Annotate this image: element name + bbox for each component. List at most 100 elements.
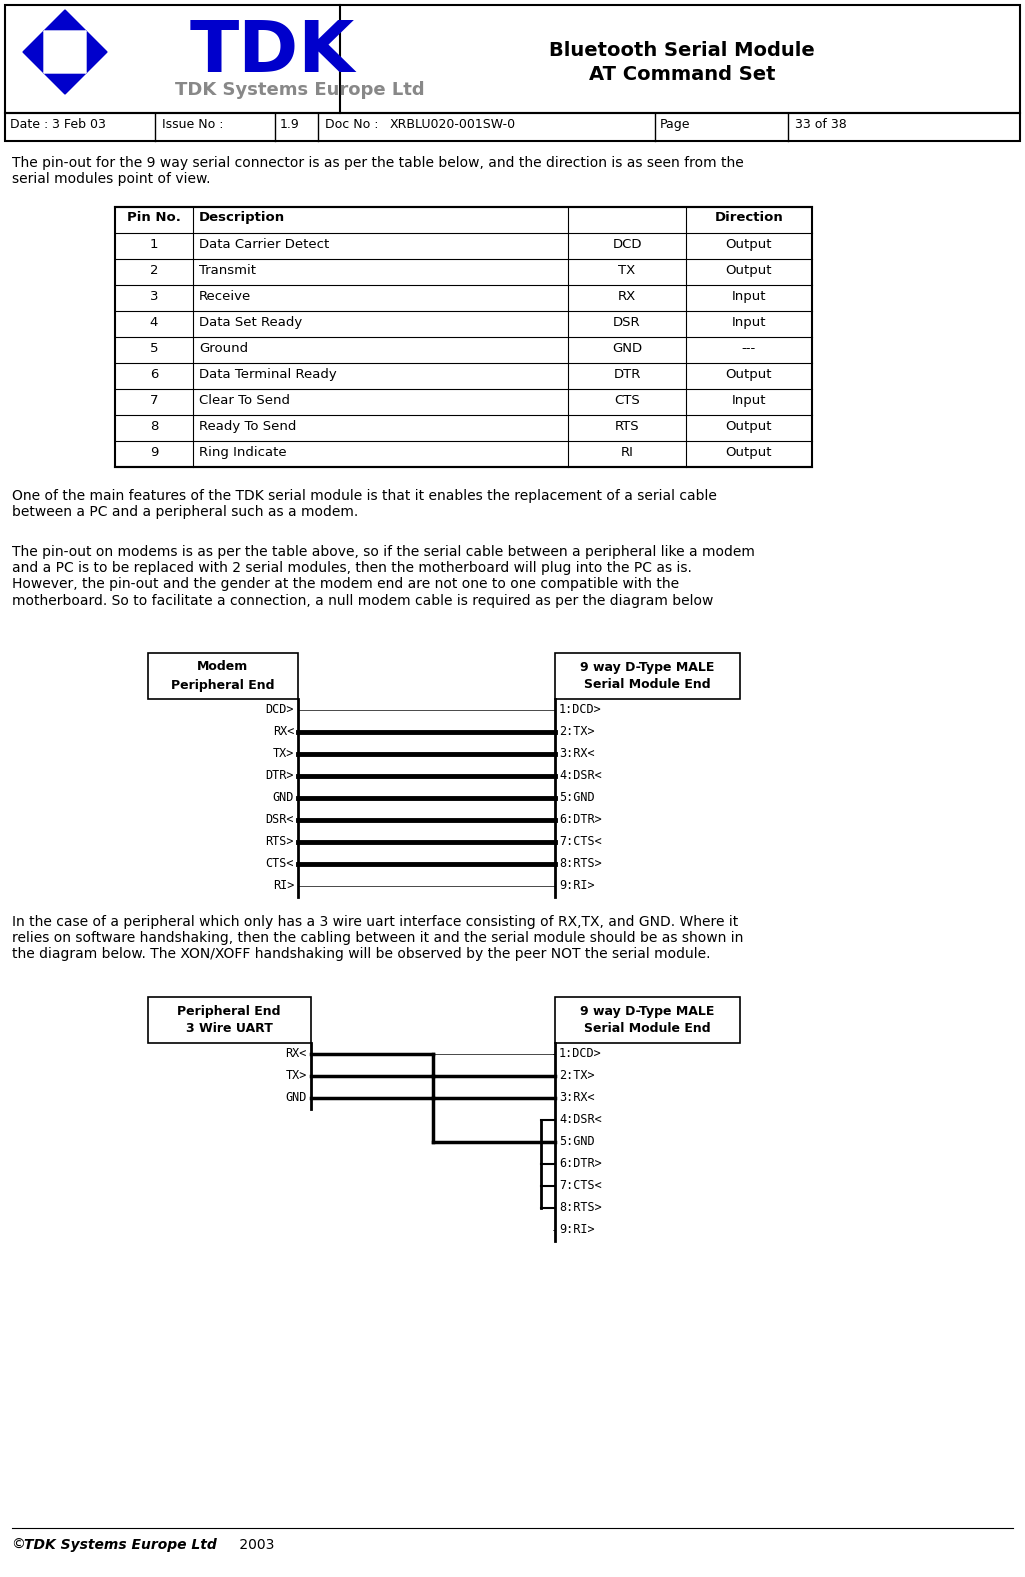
Text: Receive: Receive [199,290,251,303]
Text: 3 Feb 03: 3 Feb 03 [52,118,106,131]
Text: Bluetooth Serial Module: Bluetooth Serial Module [549,41,815,60]
Bar [148,997,311,1042]
Text: Doc No :: Doc No : [325,118,378,131]
Polygon shape [44,52,86,73]
Bar [5,114,1020,140]
Text: TX>: TX> [273,747,294,760]
Text: 7: 7 [150,394,158,407]
Text: 6: 6 [150,367,158,382]
Text: 6:DTR>: 6:DTR> [559,1158,602,1170]
Text: RX<: RX< [286,1047,308,1060]
Text: Output: Output [726,446,772,459]
Text: ©: © [12,1538,31,1552]
Text: 9:RI>: 9:RI> [559,878,594,893]
Text: XRBLU020-001SW-0: XRBLU020-001SW-0 [390,118,517,131]
Text: Data Set Ready: Data Set Ready [199,315,302,330]
Polygon shape [65,32,86,73]
Text: ---: --- [742,342,756,355]
Text: Transmit: Transmit [199,263,256,278]
Text: Description: Description [199,211,285,224]
Text: CTS<: CTS< [265,856,294,871]
Text: GND: GND [273,792,294,804]
Text: Issue No :: Issue No : [162,118,223,131]
Bar [5,5,1020,114]
Text: 5:GND: 5:GND [559,1135,594,1148]
Text: 7:CTS<: 7:CTS< [559,834,602,848]
Text: 9 way D-Type MALE
Serial Module End: 9 way D-Type MALE Serial Module End [580,1005,714,1036]
Text: DCD: DCD [612,238,642,251]
Text: 3:RX<: 3:RX< [559,747,594,760]
Text: The pin-out for the 9 way serial connector is as per the table below, and the di: The pin-out for the 9 way serial connect… [12,156,744,186]
Text: CTS: CTS [614,394,640,407]
Text: RI>: RI> [273,878,294,893]
Text: One of the main features of the TDK serial module is that it enables the replace: One of the main features of the TDK seri… [12,489,716,519]
Text: TDK: TDK [190,17,356,87]
Text: RTS>: RTS> [265,834,294,848]
Text: 2: 2 [150,263,158,278]
Text: Ring Indicate: Ring Indicate [199,446,287,459]
Text: Output: Output [726,263,772,278]
Text: 8:RTS>: 8:RTS> [559,1202,602,1214]
Text: 9: 9 [150,446,158,459]
Text: 1.9: 1.9 [280,118,299,131]
Text: Date :: Date : [10,118,48,131]
Text: 4: 4 [150,315,158,330]
Text: Ground: Ground [199,342,248,355]
Text: Output: Output [726,419,772,434]
Text: 9 way D-Type MALE
Serial Module End: 9 way D-Type MALE Serial Module End [580,661,714,691]
Text: 3:RX<: 3:RX< [559,1091,594,1104]
Text: 2:TX>: 2:TX> [559,1069,594,1082]
Text: TX: TX [618,263,636,278]
Text: RX<: RX< [273,725,294,738]
Text: Clear To Send: Clear To Send [199,394,290,407]
Bar [555,653,740,699]
Text: Ready To Send: Ready To Send [199,419,296,434]
Text: Page: Page [660,118,691,131]
Text: The pin-out on modems is as per the table above, so if the serial cable between : The pin-out on modems is as per the tabl… [12,546,754,607]
Text: GND: GND [286,1091,308,1104]
Text: DCD>: DCD> [265,703,294,716]
Text: Modem
Peripheral End: Modem Peripheral End [171,661,275,691]
Bar [148,653,298,699]
Text: DSR: DSR [613,315,641,330]
Text: 2:TX>: 2:TX> [559,725,594,738]
Polygon shape [44,32,65,73]
Bar [115,207,812,467]
Text: Data Terminal Ready: Data Terminal Ready [199,367,337,382]
Polygon shape [23,9,107,95]
Text: DTR: DTR [613,367,641,382]
Text: 8: 8 [150,419,158,434]
Text: 9:RI>: 9:RI> [559,1224,594,1236]
Text: Input: Input [732,394,767,407]
Polygon shape [44,32,86,52]
Text: 5: 5 [150,342,158,355]
Text: Output: Output [726,238,772,251]
Text: AT Command Set: AT Command Set [588,66,775,85]
Text: Peripheral End
3 Wire UART: Peripheral End 3 Wire UART [177,1005,281,1036]
Bar [555,997,740,1042]
Text: 1:DCD>: 1:DCD> [559,1047,602,1060]
Text: TX>: TX> [286,1069,308,1082]
Text: 3: 3 [150,290,158,303]
Text: Input: Input [732,315,767,330]
Text: GND: GND [612,342,642,355]
Text: 6:DTR>: 6:DTR> [559,814,602,826]
Text: 33 of 38: 33 of 38 [795,118,847,131]
Text: 1:DCD>: 1:DCD> [559,703,602,716]
Text: In the case of a peripheral which only has a 3 wire uart interface consisting of: In the case of a peripheral which only h… [12,915,743,962]
Text: TDK Systems Europe Ltd: TDK Systems Europe Ltd [24,1538,216,1552]
Text: 2003: 2003 [235,1538,275,1552]
Text: RTS: RTS [615,419,640,434]
Text: 4:DSR<: 4:DSR< [559,770,602,782]
Text: DSR<: DSR< [265,814,294,826]
Text: RX: RX [618,290,637,303]
Text: Direction: Direction [714,211,783,224]
Text: Pin No.: Pin No. [127,211,181,224]
Text: 4:DSR<: 4:DSR< [559,1113,602,1126]
Text: 1: 1 [150,238,158,251]
Text: Data Carrier Detect: Data Carrier Detect [199,238,329,251]
Text: 7:CTS<: 7:CTS< [559,1180,602,1192]
Text: RI: RI [620,446,633,459]
Text: Output: Output [726,367,772,382]
Text: 5:GND: 5:GND [559,792,594,804]
